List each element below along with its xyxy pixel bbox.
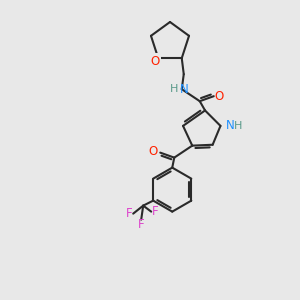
- Text: N: N: [226, 119, 235, 132]
- Text: O: O: [148, 145, 158, 158]
- Text: O: O: [151, 55, 160, 68]
- Text: H: H: [234, 121, 243, 131]
- Text: O: O: [214, 90, 224, 103]
- Text: H: H: [169, 84, 178, 94]
- Text: F: F: [152, 205, 158, 218]
- Text: N: N: [179, 83, 188, 96]
- Text: F: F: [126, 207, 133, 220]
- Text: F: F: [138, 218, 145, 231]
